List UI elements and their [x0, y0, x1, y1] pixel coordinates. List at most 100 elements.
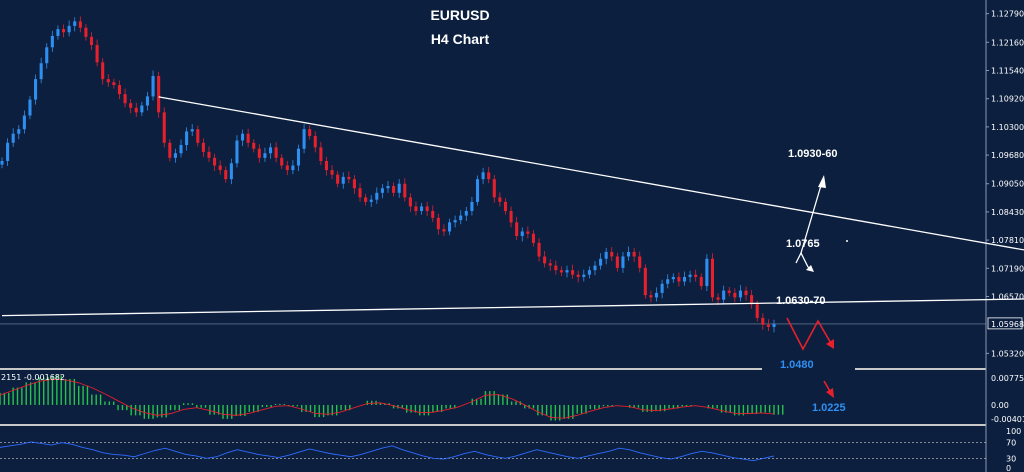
- candle-body: [492, 179, 496, 198]
- candle-body: [61, 29, 66, 33]
- candle-body: [464, 211, 468, 216]
- candle-body: [750, 295, 754, 305]
- candle-body: [263, 153, 267, 158]
- candle-body: [436, 217, 440, 230]
- candle-body: [352, 179, 356, 189]
- candle-body: [649, 295, 653, 298]
- candle-body: [78, 21, 82, 28]
- candle-body: [319, 147, 323, 161]
- candle-body: [531, 233, 535, 243]
- candle-body: [755, 304, 759, 318]
- price-tick-label: 1.09680: [991, 151, 1024, 160]
- price-axis-ticks: 1.12790 1.12160 1.11540 1.10920 1.10300 1.096…: [986, 10, 1024, 358]
- forecast-arrowhead-small: [806, 265, 814, 272]
- price-tick-label: 1.07190: [991, 264, 1024, 273]
- candle-body: [190, 129, 194, 132]
- candle-body: [638, 256, 642, 268]
- candle-body: [179, 145, 183, 154]
- candle-body: [101, 62, 105, 80]
- candle-body: [604, 251, 608, 259]
- candle-body: [369, 199, 373, 202]
- current-price-box: [987, 317, 1023, 330]
- candle-body: [688, 274, 692, 277]
- candle-body: [28, 99, 32, 116]
- candle-body: [173, 153, 177, 158]
- candle-body: [671, 276, 675, 280]
- candle-body: [218, 165, 222, 171]
- price-tick-label: 1.05320: [991, 349, 1024, 358]
- candle-body: [45, 47, 49, 64]
- candle-body: [442, 229, 446, 232]
- candle-body: [123, 94, 127, 104]
- candle-body: [610, 251, 614, 257]
- rsi-tick-label: 100: [1006, 427, 1021, 436]
- candle-body: [358, 188, 362, 198]
- candle-body: [117, 85, 122, 95]
- rsi-line: [0, 441, 775, 462]
- candle-body: [296, 148, 301, 166]
- candle-body: [470, 201, 474, 212]
- candle-body: [643, 267, 647, 296]
- annotation-target-1-0930-60: 1.0930-60: [788, 148, 838, 160]
- candle-body: [274, 147, 278, 158]
- candle-body: [459, 215, 463, 221]
- candle-body: [526, 231, 530, 234]
- candle-body: [112, 82, 116, 86]
- candle-body: [520, 231, 524, 237]
- candle-body: [615, 256, 619, 268]
- candlestick-series: [0, 16, 776, 333]
- candle-body: [537, 242, 541, 257]
- forecast-arrowhead-up: [818, 175, 826, 188]
- candle-body: [185, 131, 189, 146]
- candle-body: [593, 265, 597, 271]
- candle-body: [213, 157, 217, 166]
- candle-body: [733, 292, 737, 298]
- candle-body: [475, 179, 480, 202]
- candle-body: [67, 25, 71, 33]
- candle-body: [207, 151, 211, 158]
- candle-body: [84, 27, 88, 37]
- candle-body: [56, 29, 60, 36]
- candle-body: [224, 170, 228, 180]
- candle-body: [498, 197, 502, 202]
- candle-body: [291, 165, 295, 171]
- macd-histogram: [0, 375, 784, 421]
- candle-body: [453, 220, 457, 223]
- rsi-tick-label: 70: [1006, 439, 1016, 448]
- price-tick-label: 1.10300: [991, 123, 1024, 132]
- candle-body: [22, 115, 26, 130]
- bearish-forecast-arrows: [786, 317, 834, 398]
- price-tick-label: 1.11540: [991, 66, 1024, 75]
- price-tick-label: 1.08430: [991, 208, 1024, 217]
- candle-body: [201, 142, 205, 152]
- candle-body: [660, 283, 664, 293]
- candle-body: [682, 276, 687, 282]
- candle-body: [397, 183, 401, 193]
- candle-body: [308, 129, 312, 136]
- candle-body: [162, 112, 166, 143]
- candle-body: [347, 176, 351, 180]
- forecast-arrowhead-red-1: [826, 339, 834, 349]
- candle-body: [587, 270, 591, 275]
- candle-body: [252, 142, 256, 149]
- price-tick-label: 1.12160: [991, 38, 1024, 47]
- forecast-zigzag-red: [786, 317, 833, 351]
- annotation-level-1-0630-70: 1.0630-70: [776, 295, 826, 307]
- candle-body: [694, 274, 698, 277]
- candle-body: [772, 323, 776, 327]
- candle-body: [39, 63, 43, 80]
- marker-dot: [846, 240, 848, 242]
- macd-axis-ticks: 0.007753 0.00 -0.004016: [991, 374, 1024, 424]
- candle-body: [168, 142, 172, 158]
- price-tick-label: 1.07810: [991, 236, 1024, 245]
- candle-body: [268, 147, 273, 154]
- macd-value-label: 2151 -0.001682: [1, 373, 65, 382]
- candle-body: [364, 197, 368, 202]
- macd-tick-label: 0.00: [991, 401, 1009, 410]
- candle-body: [621, 256, 625, 268]
- candle-body: [380, 188, 384, 193]
- candle-body: [386, 186, 390, 189]
- rsi-tick-label: 0: [1006, 464, 1011, 472]
- candle-body: [632, 251, 636, 257]
- candle-body: [89, 36, 94, 46]
